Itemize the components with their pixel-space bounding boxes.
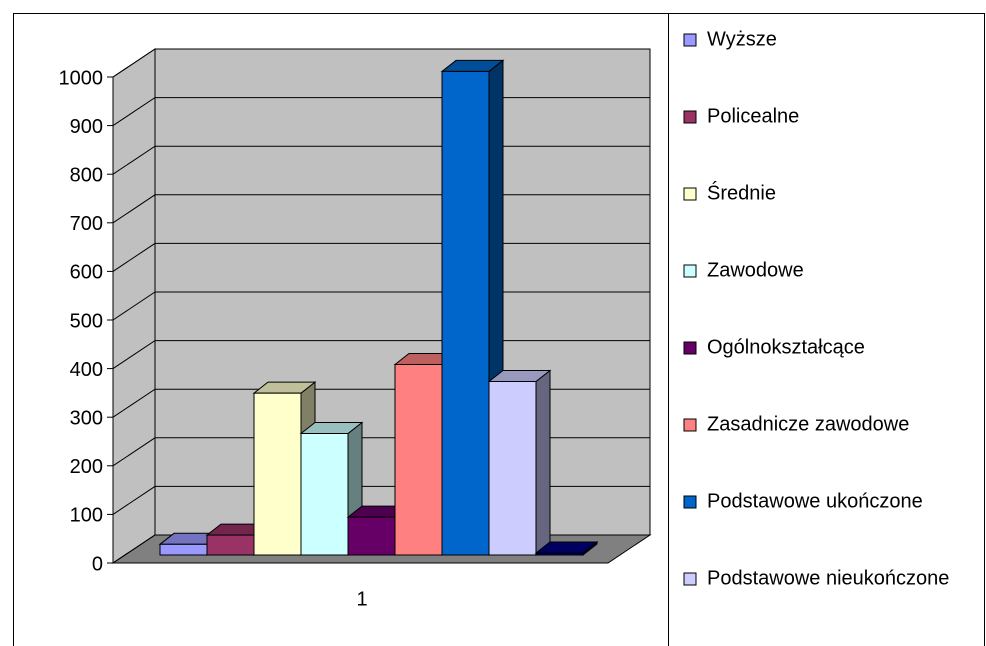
x-tick-label: 1 bbox=[356, 588, 367, 610]
legend-swatch bbox=[683, 187, 697, 201]
bar-front bbox=[206, 534, 255, 556]
y-tick-label: 0 bbox=[92, 553, 103, 575]
y-tick-label: 700 bbox=[70, 213, 103, 235]
legend-label: Nieustalony bbox=[707, 644, 812, 646]
legend-label: Średnie bbox=[707, 180, 776, 204]
legend-swatch bbox=[683, 110, 697, 124]
y-tick-label: 600 bbox=[70, 262, 103, 284]
bar bbox=[534, 541, 599, 557]
grid-line bbox=[112, 48, 650, 78]
bar-front bbox=[535, 552, 584, 556]
y-tick-label: 800 bbox=[70, 164, 103, 186]
y-tick-label: 1000 bbox=[59, 67, 104, 89]
legend-swatch bbox=[683, 572, 697, 586]
legend-label: Zawodowe bbox=[707, 259, 804, 281]
bar-side bbox=[535, 369, 551, 557]
bar-front bbox=[488, 380, 537, 556]
y-tick-label: 300 bbox=[70, 407, 103, 429]
bar-front bbox=[394, 363, 443, 556]
legend-swatch bbox=[683, 33, 697, 47]
bar-front bbox=[159, 543, 208, 556]
legend-label: Podstawowe ukończone bbox=[707, 490, 923, 512]
y-tick-label: 100 bbox=[70, 505, 103, 527]
bar bbox=[487, 369, 552, 557]
y-tick-label: 900 bbox=[70, 116, 103, 138]
legend-swatch bbox=[683, 418, 697, 432]
legend-label: Podstawowe nieukończone bbox=[707, 567, 949, 589]
legend-label: Zasadnicze zawodowe bbox=[707, 413, 909, 435]
bar-front bbox=[253, 392, 302, 556]
y-tick-label: 400 bbox=[70, 359, 103, 381]
legend-label: Policealne bbox=[707, 105, 799, 127]
bar-front bbox=[300, 433, 349, 556]
legend-label: Wyższe bbox=[707, 28, 777, 50]
y-tick-label: 200 bbox=[70, 456, 103, 478]
y-tick-label: 500 bbox=[70, 310, 103, 332]
bar-front bbox=[441, 70, 490, 556]
legend-label: Ogólnokształcące bbox=[707, 336, 865, 358]
bar-front bbox=[347, 516, 396, 556]
legend-swatch bbox=[683, 341, 697, 355]
bar bbox=[440, 59, 505, 557]
legend-swatch bbox=[683, 264, 697, 278]
legend-swatch bbox=[683, 495, 697, 509]
